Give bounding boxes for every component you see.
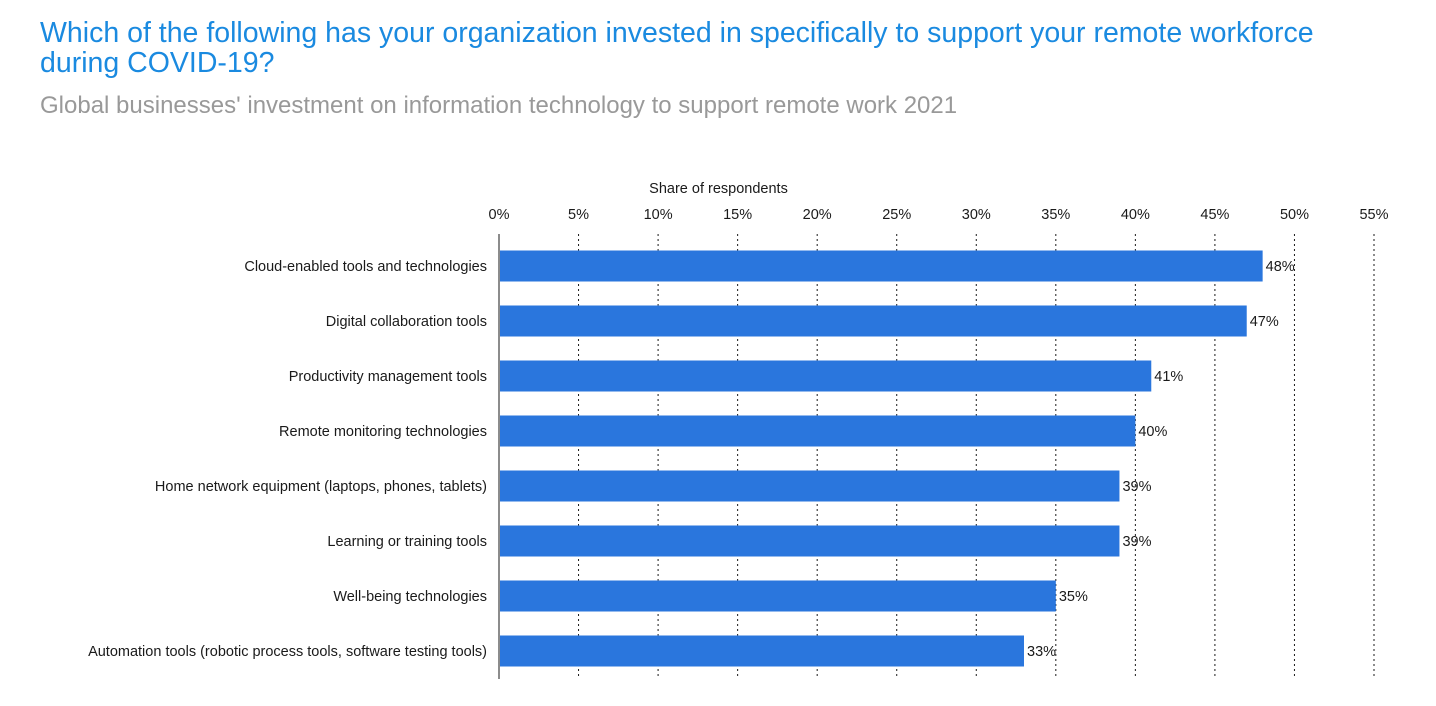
x-tick-label: 45% [1200,207,1229,223]
x-tick-label: 10% [644,207,673,223]
bar [500,360,1152,392]
bar [500,415,1136,447]
x-tick-label: 40% [1121,207,1150,223]
bar [500,580,1056,612]
x-tick-label: 55% [1359,207,1388,223]
x-tick-label: 30% [962,207,991,223]
bar [500,525,1120,557]
x-tick-label: 35% [1041,207,1070,223]
data-label: 33% [1027,644,1056,660]
data-label: 41% [1154,369,1183,385]
bar [500,305,1247,337]
bar [500,250,1263,282]
x-tick-label: 50% [1280,207,1309,223]
x-tick-label: 5% [568,207,589,223]
category-label: Productivity management tools [289,369,487,385]
data-label: 39% [1122,479,1151,495]
bar [500,470,1120,502]
data-label: 40% [1138,424,1167,440]
x-tick-label: 15% [723,207,752,223]
category-label: Automation tools (robotic process tools,… [88,644,487,660]
bars [500,250,1263,667]
category-label: Well-being technologies [333,589,487,605]
labels: Cloud-enabled tools and technologies 48% D… [88,259,1295,660]
chart-subtitle: Global businesses' investment on informa… [40,92,958,119]
data-label: 48% [1266,259,1295,275]
data-label: 39% [1122,534,1151,550]
x-tick-label: 0% [489,207,510,223]
chart-title: Which of the following has your organiza… [40,17,1314,79]
x-tick-label: 25% [882,207,911,223]
data-label: 35% [1059,589,1088,605]
category-label: Cloud-enabled tools and technologies [244,259,487,275]
gridlines [578,234,1375,679]
data-label: 47% [1250,314,1279,330]
category-label: Learning or training tools [327,534,487,550]
axes: Share of respondents 0% 5% 10% 15% 20% 25% 30% 3… [489,181,1389,679]
category-label: Digital collaboration tools [326,314,487,330]
category-label: Remote monitoring technologies [279,424,487,440]
x-tick-label: 20% [803,207,832,223]
category-label: Home network equipment (laptops, phones,… [155,479,487,495]
x-axis-title: Share of respondents [649,181,788,197]
bar [500,635,1024,667]
